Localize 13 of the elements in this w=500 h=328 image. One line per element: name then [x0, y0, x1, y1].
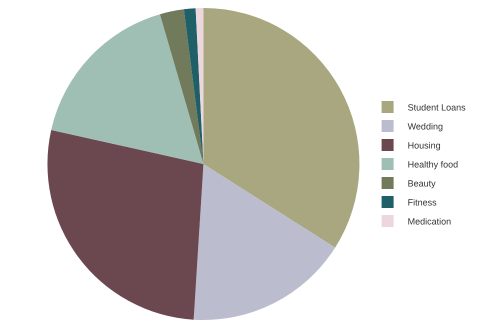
pie-slice [51, 14, 204, 164]
legend-label: Housing [408, 140, 441, 151]
pie-slice [184, 8, 204, 164]
pie-slice [194, 164, 336, 320]
pie-slice [48, 130, 204, 320]
legend-label: Student Loans [408, 102, 466, 113]
pie-slice [160, 9, 204, 164]
legend-label: Beauty [408, 178, 436, 189]
legend-label: Fitness [408, 198, 438, 208]
legend-label: Wedding [408, 122, 443, 132]
pie-slice [203, 8, 360, 248]
legend-label: Healthy food [408, 160, 458, 170]
legend-label: Medication [408, 216, 452, 227]
